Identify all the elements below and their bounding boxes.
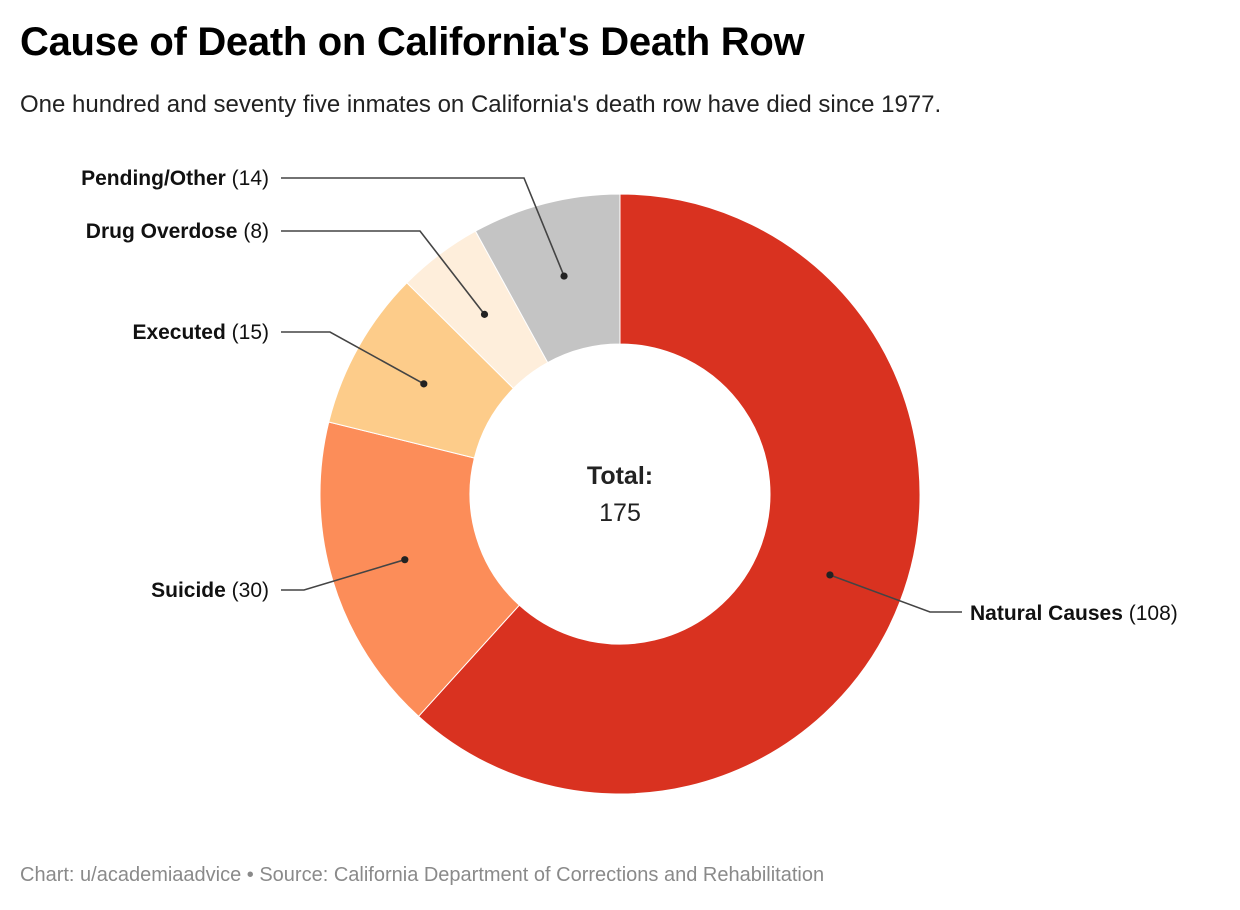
leader-line-executed — [281, 331, 425, 385]
slice-label-name: Executed — [132, 321, 225, 344]
slice-label-pending-other: Pending/Other (14) — [81, 167, 269, 190]
leader-dot-executed — [420, 380, 428, 388]
slice-label-name: Drug Overdose — [86, 220, 238, 243]
slice-label-drug-overdose: Drug Overdose (8) — [86, 220, 269, 243]
slice-label-suicide: Suicide (30) — [151, 579, 269, 602]
slice-label-value: (30) — [226, 579, 269, 602]
chart-source-credit: Chart: u/academiaadvice • Source: Califo… — [20, 864, 825, 886]
center-total-value: 175 — [599, 499, 641, 527]
leader-dot-drug-overdose — [480, 310, 489, 318]
chart-title: Cause of Death on California's Death Row — [20, 20, 805, 64]
slice-group — [319, 193, 921, 795]
center-total-label: Total: — [587, 462, 653, 490]
slice-label-value: (108) — [1123, 602, 1178, 625]
slice-label-name: Natural Causes — [970, 602, 1123, 625]
slice-label-value: (15) — [226, 321, 269, 344]
slice-label-value: (14) — [226, 167, 269, 190]
slice-label-value: (8) — [238, 220, 270, 243]
slice-label-executed: Executed (15) — [132, 321, 269, 344]
slice-label-name: Pending/Other — [81, 167, 226, 190]
leader-dot-pending-other — [560, 272, 568, 280]
leader-line-suicide — [281, 558, 406, 591]
leader-line-group — [281, 177, 962, 613]
slice-suicide — [319, 421, 521, 718]
slice-label-name: Suicide — [151, 579, 226, 602]
leader-line-drug-overdose — [281, 230, 486, 315]
leader-line-pending-other — [281, 177, 565, 277]
chart-subtitle: One hundred and seventy five inmates on … — [20, 91, 942, 118]
slice-label-group: Natural Causes (108) Suicide (30) Executed… — [81, 167, 1178, 625]
leader-line-natural-causes — [829, 574, 962, 613]
slice-pending-other — [474, 193, 621, 364]
leader-dot-natural-causes — [826, 571, 834, 579]
slice-label-natural-causes: Natural Causes (108) — [970, 602, 1178, 625]
leader-dot-suicide — [401, 556, 409, 564]
slice-natural-causes — [417, 193, 921, 795]
